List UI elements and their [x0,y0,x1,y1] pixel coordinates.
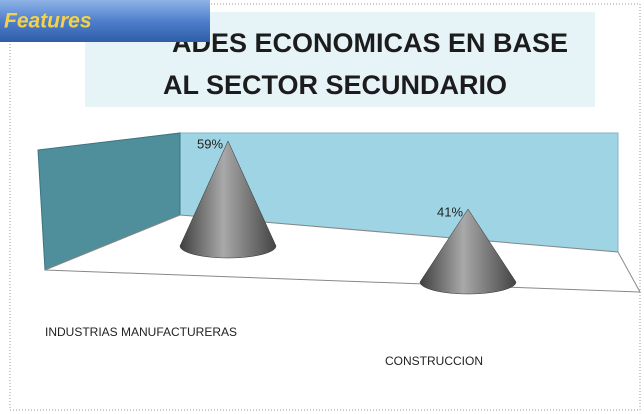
category-label: INDUSTRIAS MANUFACTURERAS [45,325,237,339]
frame [9,3,641,411]
plot: 59% INDUSTRIAS MANUFACTURERAS 41% CONSTRUCC… [45,136,517,368]
category-label: CONSTRUCCION [385,354,483,368]
badge-text: Features [4,10,92,33]
data-label: 59% [197,136,223,151]
badge [0,0,210,42]
data-label: 41% [437,204,463,219]
chart-title: AL SECTOR SECUNDARIO [163,70,507,100]
cone [419,208,517,295]
chart-title: ADES ECONOMICAS EN BASE [172,28,568,58]
cone [179,140,277,259]
